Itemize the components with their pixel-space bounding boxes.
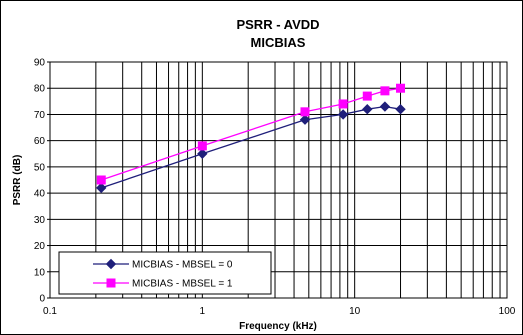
data-point-series-0 <box>96 182 107 194</box>
data-point-series-1 <box>362 91 372 101</box>
data-point-series-0 <box>379 101 391 112</box>
y-tick-label: 70 <box>34 110 46 121</box>
data-point-series-1 <box>396 83 406 93</box>
data-point-series-0 <box>362 103 373 115</box>
plot-border <box>49 61 508 299</box>
data-point-series-1 <box>300 107 310 117</box>
data-point-series-1 <box>380 86 390 96</box>
x-tick-label: 100 <box>499 306 516 317</box>
y-tick-label: 80 <box>34 84 46 95</box>
legend-box <box>58 251 272 295</box>
x-axis-label: Frequency (kHz) <box>239 321 317 332</box>
legend-marker-0 <box>105 258 117 270</box>
chart-title: PSRR - AVDD <box>236 17 319 32</box>
x-tick-label: 1 <box>200 306 206 317</box>
legend-label-1: MICBIAS - MBSEL = 1 <box>132 279 233 290</box>
chart-subtitle: MICBIAS <box>251 35 306 50</box>
y-axis-label: PSRR (dB) <box>12 155 23 206</box>
y-tick-label: 40 <box>34 189 46 200</box>
y-tick-label: 60 <box>34 136 46 147</box>
y-tick-label: 20 <box>34 241 46 252</box>
data-point-series-0 <box>197 148 208 159</box>
data-point-series-0 <box>395 103 406 115</box>
x-tick-label: 10 <box>349 306 361 317</box>
x-tick-label: 0.1 <box>43 306 57 317</box>
legend-marker-1 <box>106 278 116 288</box>
y-tick-label: 0 <box>39 294 45 305</box>
y-tick-label: 30 <box>34 215 46 226</box>
data-point-series-0 <box>337 109 349 120</box>
data-point-series-1 <box>96 175 106 185</box>
data-point-series-0 <box>299 114 311 125</box>
legend: MICBIAS - MBSEL = 0 MICBIAS - MBSEL = 1 <box>58 251 272 295</box>
data-point-series-1 <box>338 99 348 109</box>
y-tick-label: 50 <box>34 162 46 173</box>
legend-label-0: MICBIAS - MBSEL = 0 <box>132 260 233 271</box>
y-tick-label: 90 <box>34 58 46 69</box>
y-tick-label: 10 <box>34 267 46 278</box>
data-point-series-1 <box>197 141 207 151</box>
